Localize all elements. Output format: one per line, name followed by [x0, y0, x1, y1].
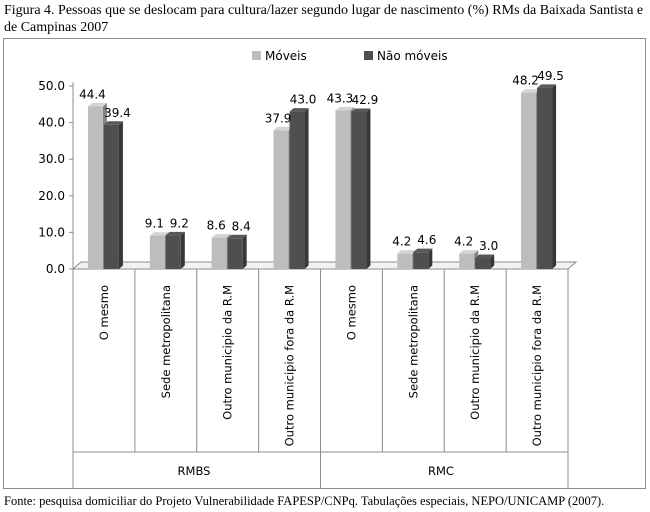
bar-top	[211, 234, 231, 238]
data-labels: 44.4 39.4 9.1 9.2 8.6 8.4 37.9 43.0 43.342.9 4.2 4…	[79, 69, 564, 253]
bar-side	[428, 248, 433, 269]
legend: Móveis Não móveis	[252, 49, 448, 63]
category-label: Outro municipio fora da R.M	[283, 285, 297, 446]
chart-frame	[3, 38, 646, 489]
bar-front	[351, 111, 367, 270]
chart-floor	[71, 261, 578, 270]
data-label: 9.1	[145, 217, 164, 231]
bar-side	[366, 108, 371, 270]
bar-top	[397, 250, 417, 254]
data-label: 39.4	[104, 106, 131, 120]
bar-top	[459, 250, 479, 254]
bar-front	[273, 130, 289, 269]
bar-side	[242, 234, 247, 269]
y-tick-label: 30.0	[38, 152, 65, 166]
bar-front	[227, 238, 243, 269]
bar-top	[351, 108, 371, 112]
bar-side	[490, 254, 495, 269]
bar-front	[165, 235, 181, 269]
bar-nao-moveis	[351, 108, 371, 270]
bar-nao-moveis	[103, 121, 123, 270]
bar-top	[149, 232, 169, 236]
category-label: Outro municipio fora da R.M	[530, 285, 544, 446]
bar-top	[335, 107, 355, 111]
bar-top	[475, 254, 495, 259]
y-tick-label: 10.0	[38, 225, 65, 239]
bar-front	[537, 87, 553, 269]
category-label: Outro municipio da R.M	[468, 285, 482, 420]
group-label-rmc: RMC	[428, 464, 454, 478]
bar-side	[180, 231, 185, 269]
bar-front	[475, 258, 491, 269]
category-label: O mesmo	[97, 285, 111, 340]
category-labels: O mesmo Sede metropolitana Outro municipio…	[97, 285, 544, 446]
y-tick-label: 20.0	[38, 189, 65, 203]
legend-label-nao-moveis: Não móveis	[377, 49, 448, 63]
bar-nao-moveis	[413, 248, 433, 269]
group-label-rmbs: RMBS	[178, 464, 211, 478]
category-label: Sede metropolitana	[406, 285, 420, 398]
bar-top	[273, 126, 293, 131]
legend-swatch-moveis	[252, 51, 261, 60]
bar-nao-moveis	[227, 234, 247, 269]
bar-nao-moveis	[289, 108, 309, 270]
data-label: 48.2	[512, 74, 539, 88]
bar-front	[87, 106, 103, 269]
data-label: 8.4	[232, 219, 251, 233]
bar-front	[149, 235, 165, 269]
bar-front	[335, 110, 351, 269]
y-tick-label: 0.0	[46, 262, 65, 276]
data-label: 9.2	[170, 216, 189, 230]
data-label: 43.0	[290, 93, 317, 107]
data-label: 8.6	[207, 219, 226, 233]
data-label: 4.2	[454, 235, 473, 249]
bar-front	[397, 253, 413, 269]
category-label: Outro municipio da R.M	[221, 285, 235, 420]
legend-label-moveis: Móveis	[265, 49, 307, 63]
data-label: 49.5	[537, 69, 564, 83]
bar-side	[304, 108, 309, 270]
bar-front	[103, 124, 119, 270]
bar-top	[537, 84, 557, 88]
bar-nao-moveis	[165, 231, 185, 269]
bar-top	[165, 231, 185, 236]
figure-caption: Figura 4. Pessoas que se deslocam para c…	[4, 3, 644, 35]
bar-nao-moveis	[475, 254, 495, 269]
bar-side	[118, 121, 123, 270]
bar-front	[413, 252, 429, 269]
bar-top	[227, 234, 247, 239]
y-tick-label: 50.0	[38, 79, 65, 93]
bar-top	[289, 108, 309, 112]
bar-front	[521, 92, 537, 269]
bar-front	[459, 253, 475, 269]
data-label: 42.9	[352, 93, 379, 107]
bar-top	[413, 248, 433, 253]
data-label: 3.0	[479, 239, 498, 253]
data-label: 37.9	[265, 111, 292, 125]
legend-swatch-nao-moveis	[364, 51, 373, 60]
category-label: O mesmo	[344, 285, 358, 340]
data-label: 44.4	[79, 87, 106, 101]
y-tick-label: 40.0	[38, 116, 65, 130]
bar-front	[211, 237, 227, 269]
bar-front	[289, 111, 305, 270]
bar-nao-moveis	[537, 84, 557, 269]
data-label: 4.6	[417, 233, 436, 247]
bar-top	[521, 89, 541, 93]
bar-top	[103, 121, 123, 125]
source-note: Fonte: pesquisa domiciliar do Projeto Vu…	[4, 494, 605, 508]
axes: 0.0 10.0 20.0 30.0 40.0 50.0	[38, 79, 578, 488]
data-label: 43.3	[327, 92, 354, 106]
bar-top	[87, 102, 107, 107]
category-label: Sede metropolitana	[159, 285, 173, 398]
bar-side	[552, 84, 557, 269]
data-label: 4.2	[392, 235, 411, 249]
bars	[87, 84, 557, 270]
